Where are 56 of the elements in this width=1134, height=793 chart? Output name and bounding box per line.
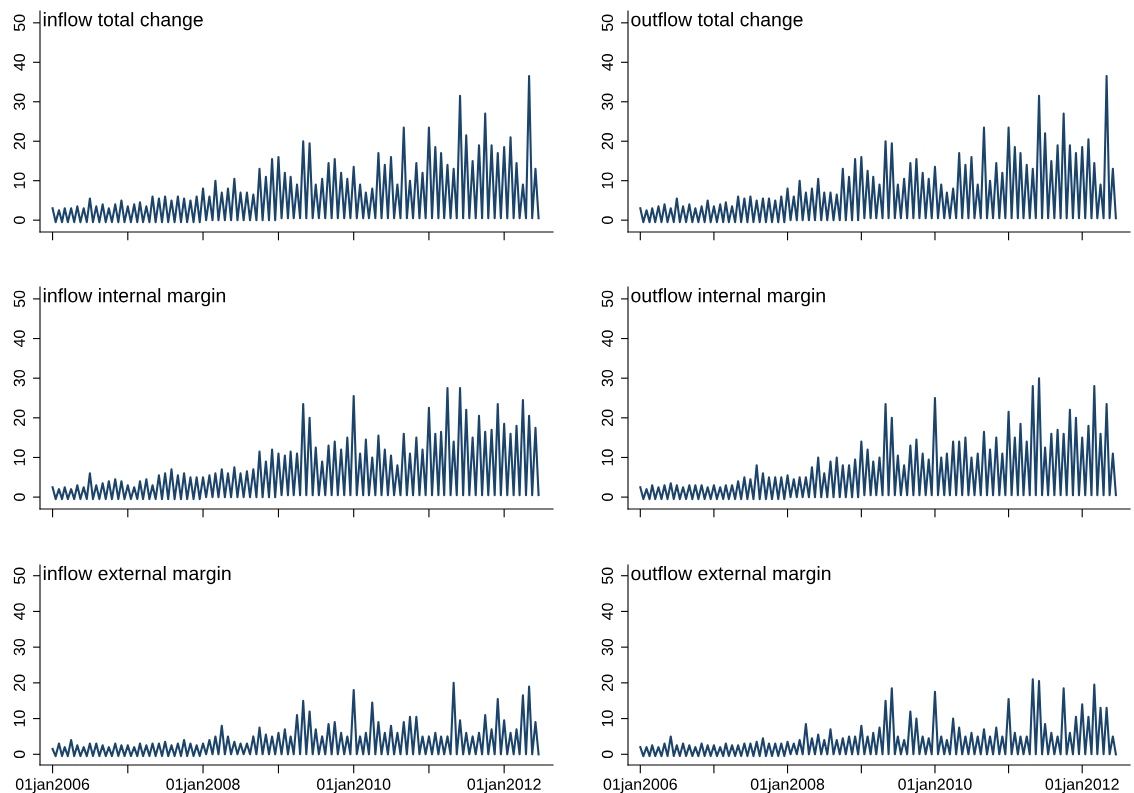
y-tick-label: 40 xyxy=(601,330,614,348)
x-tick-label: 01jan2012 xyxy=(467,778,541,793)
x-tick-label: 01jan2010 xyxy=(317,778,391,793)
y-tick-label: 10 xyxy=(601,172,614,189)
y-tick-label: 50 xyxy=(13,290,26,308)
y-tick-label: 20 xyxy=(601,674,614,691)
y-tick-label: 20 xyxy=(13,409,26,426)
chart-title: outflow internal margin xyxy=(631,288,825,307)
y-tick-label: 10 xyxy=(601,449,614,466)
y-tick-label: 40 xyxy=(601,54,614,71)
y-tick-label: 10 xyxy=(13,172,26,189)
y-tick-label: 40 xyxy=(601,603,614,620)
y-tick-label: 20 xyxy=(13,674,26,691)
y-tick-label: 10 xyxy=(13,449,26,466)
y-tick-label: 30 xyxy=(13,93,26,111)
y-tick-label: 50 xyxy=(601,14,614,32)
chart-title: outflow total change xyxy=(631,12,803,31)
y-tick-label: 20 xyxy=(13,132,26,150)
x-tick-label: 01jan2008 xyxy=(166,778,240,793)
x-tick-label: 01jan2006 xyxy=(15,778,90,793)
y-tick-label: 50 xyxy=(13,14,26,32)
y-tick-label: 0 xyxy=(601,216,614,224)
chart-title: inflow internal margin xyxy=(43,288,226,307)
line-series xyxy=(51,387,540,501)
y-tick-label: 40 xyxy=(13,330,26,348)
line-series xyxy=(639,678,1117,758)
y-tick-label: 0 xyxy=(601,493,614,501)
chart-title: inflow external margin xyxy=(43,566,231,585)
y-tick-label: 0 xyxy=(601,750,614,759)
x-tick-label: 01jan2012 xyxy=(1045,778,1119,793)
y-tick-label: 30 xyxy=(601,369,614,387)
chart-title: outflow external margin xyxy=(631,566,831,585)
y-tick-label: 50 xyxy=(601,290,614,308)
y-tick-label: 30 xyxy=(601,638,614,656)
line-series xyxy=(639,75,1117,224)
y-tick-label: 10 xyxy=(13,710,26,727)
x-tick-label: 01jan2010 xyxy=(898,778,972,793)
line-series xyxy=(639,377,1117,501)
y-tick-label: 40 xyxy=(13,603,26,620)
line-series xyxy=(51,681,540,758)
x-tick-label: 01jan2006 xyxy=(603,778,677,793)
x-tick-label: 01jan2008 xyxy=(750,778,825,793)
y-tick-label: 0 xyxy=(13,750,26,759)
y-tick-label: 10 xyxy=(601,710,614,727)
y-tick-label: 0 xyxy=(13,493,26,501)
y-tick-label: 0 xyxy=(13,216,26,224)
y-tick-label: 50 xyxy=(13,567,26,584)
line-series xyxy=(51,75,540,224)
chart-title: inflow total change xyxy=(43,12,203,31)
y-tick-label: 40 xyxy=(13,54,26,71)
y-tick-label: 30 xyxy=(13,369,26,387)
y-tick-label: 30 xyxy=(601,93,614,111)
y-tick-label: 50 xyxy=(601,567,614,584)
y-tick-label: 20 xyxy=(601,409,614,426)
y-tick-label: 30 xyxy=(13,638,26,656)
y-tick-label: 20 xyxy=(601,132,614,150)
